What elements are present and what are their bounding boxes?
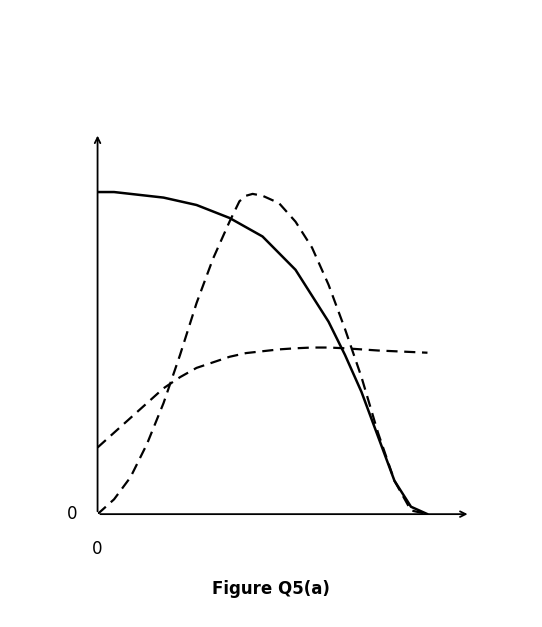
Text: Figure Q5(a): Figure Q5(a) [212,581,330,598]
Text: 0: 0 [67,505,78,523]
Text: 0: 0 [92,540,103,558]
